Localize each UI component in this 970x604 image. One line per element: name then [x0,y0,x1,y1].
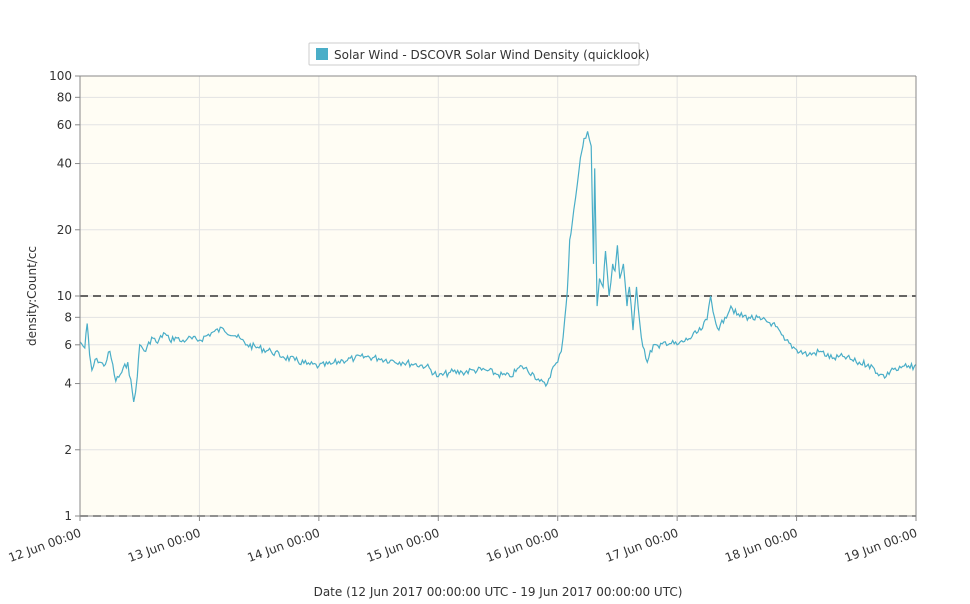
y-tick-label: 60 [57,118,72,132]
x-tick-label: 14 Jun 00:00 [245,526,321,565]
x-tick-label: 16 Jun 00:00 [484,526,560,565]
y-tick-label: 6 [64,338,72,352]
y-tick-label: 2 [64,443,72,457]
legend-box [308,42,640,66]
series-line-density[interactable] [79,131,917,403]
y-tick-label: 1 [64,509,72,523]
y-tick-label: 40 [57,157,72,171]
x-tick-labels: 12 Jun 00:00 13 Jun 00:00 14 Jun 00:00 15 J… [7,516,919,565]
y-tick-label: 4 [64,377,72,391]
legend-label: Solar Wind - DSCOVR Solar Wind Density (… [334,48,650,62]
x-tick-label: 18 Jun 00:00 [723,526,799,565]
axes [79,75,917,517]
x-axis-title: Date (12 Jun 2017 00:00:00 UTC - 19 Jun … [314,585,683,599]
x-tick-label: 13 Jun 00:00 [126,526,202,565]
x-tick-label: 12 Jun 00:00 [7,526,83,565]
x-tick-label: 15 Jun 00:00 [365,526,441,565]
x-tick-label: 19 Jun 00:00 [843,526,919,565]
y-axis-title: density:Count/cc [25,246,39,346]
y-tick-labels: 1 2 4 6 8 10 20 40 60 80 100 [49,69,80,523]
legend[interactable]: Solar Wind - DSCOVR Solar Wind Density (… [308,42,650,66]
y-tick-label: 8 [64,310,72,324]
x-tick-label: 17 Jun 00:00 [604,526,680,565]
y-tick-label: 80 [57,90,72,104]
y-tick-label: 10 [57,289,72,303]
series-layer [79,131,917,403]
y-tick-label: 20 [57,223,72,237]
y-tick-label: 100 [49,69,72,83]
legend-swatch [316,48,328,60]
